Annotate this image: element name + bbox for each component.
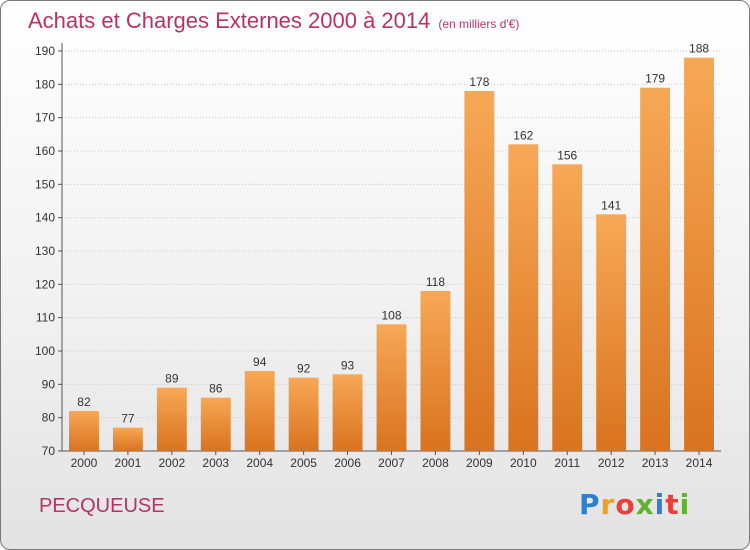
value-label-2005: 92 — [297, 362, 311, 376]
x-tick-label-2013: 2013 — [642, 456, 669, 470]
bar-2007 — [376, 324, 407, 451]
chart-title-text: Achats et Charges Externes 2000 à 2014 — [28, 8, 431, 33]
value-label-2003: 86 — [209, 382, 223, 396]
y-tick-label: 180 — [35, 77, 55, 91]
value-label-2013: 179 — [645, 72, 665, 86]
x-tick-label-2009: 2009 — [466, 456, 493, 470]
y-tick-label: 110 — [36, 311, 55, 325]
bar-2005 — [288, 377, 319, 451]
value-label-2007: 108 — [381, 308, 401, 322]
x-tick-label-2000: 2000 — [71, 456, 98, 470]
logo-letter: i — [654, 488, 666, 521]
logo-letter: r — [600, 488, 616, 521]
logo-letter: x — [635, 488, 655, 521]
x-tick-label-2007: 2007 — [378, 456, 405, 470]
bar-2006 — [332, 374, 363, 451]
bar-2012 — [596, 214, 627, 451]
x-tick-label-2002: 2002 — [158, 456, 185, 470]
y-tick-label: 120 — [35, 277, 55, 291]
commune-name: PECQUEUSE — [39, 495, 165, 517]
value-label-2010: 162 — [513, 128, 533, 142]
chart-subtitle: (en milliers d'€) — [438, 17, 520, 31]
x-tick-label-2001: 2001 — [115, 456, 142, 470]
x-tick-label-2004: 2004 — [246, 456, 273, 470]
value-label-2008: 118 — [426, 275, 445, 289]
y-tick-label: 130 — [35, 244, 55, 258]
proxiti-logo: Proxiti — [579, 488, 690, 521]
x-tick-label-2014: 2014 — [686, 456, 713, 470]
x-tick-label-2012: 2012 — [598, 456, 625, 470]
value-label-2001: 77 — [121, 412, 135, 426]
x-tick-label-2003: 2003 — [202, 456, 229, 470]
bar-2000 — [69, 411, 99, 451]
y-tick-label: 160 — [35, 144, 55, 158]
value-label-2012: 141 — [601, 198, 621, 212]
value-label-2011: 156 — [557, 148, 577, 162]
bar-2008 — [420, 291, 451, 451]
chart-title: Achats et Charges Externes 2000 à 2014 (e… — [28, 8, 519, 34]
value-label-2009: 178 — [469, 75, 489, 89]
value-label-2004: 94 — [253, 355, 267, 369]
bar-2014 — [684, 57, 714, 452]
logo-letter: P — [579, 488, 601, 521]
value-label-2006: 93 — [341, 358, 355, 372]
bar-2003 — [200, 397, 231, 451]
value-label-2014: 188 — [689, 42, 709, 56]
y-tick-label: 150 — [35, 177, 55, 191]
value-label-2002: 89 — [165, 372, 179, 386]
logo-letter: t — [665, 488, 680, 521]
bar-2010 — [508, 144, 539, 452]
bar-2009 — [464, 91, 495, 451]
value-label-2000: 82 — [77, 395, 91, 409]
y-tick-label: 80 — [42, 411, 56, 425]
x-tick-label-2006: 2006 — [334, 456, 361, 470]
y-tick-label: 70 — [42, 444, 56, 458]
y-tick-label: 140 — [35, 211, 55, 225]
x-tick-label-2010: 2010 — [510, 456, 537, 470]
x-tick-label-2008: 2008 — [422, 456, 449, 470]
y-tick-label: 170 — [35, 111, 55, 125]
bar-2011 — [552, 164, 583, 452]
logo-letter: o — [615, 488, 636, 521]
bar-2004 — [244, 371, 275, 451]
y-tick-label: 100 — [35, 344, 55, 358]
x-tick-label-2005: 2005 — [290, 456, 317, 470]
bar-2013 — [640, 87, 671, 452]
bar-2001 — [112, 427, 143, 451]
logo-letter: i — [679, 488, 691, 521]
y-tick-label: 90 — [42, 377, 56, 391]
x-tick-label-2011: 2011 — [554, 456, 580, 470]
bar-2002 — [156, 387, 187, 451]
y-tick-label: 190 — [35, 44, 55, 58]
